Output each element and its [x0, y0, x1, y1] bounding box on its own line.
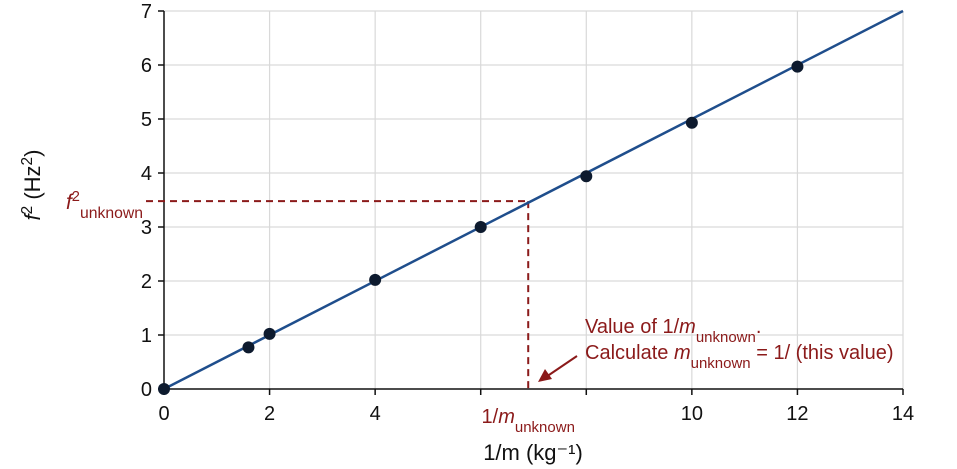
y-tick-label: 1 [141, 325, 152, 347]
annotation-arrow-shaft [545, 355, 578, 378]
text-part: f [66, 191, 74, 214]
text-part: ) [20, 150, 45, 157]
data-point [791, 60, 804, 73]
x-tick-label: 0 [158, 403, 169, 425]
text-part: (Hz [20, 165, 45, 205]
text-part: 2 [72, 189, 80, 205]
text-part: 1/ [482, 406, 499, 428]
y-tick-label: 5 [141, 109, 152, 131]
x-tick-label: 2 [264, 403, 275, 425]
text-part: 2 [19, 157, 36, 166]
y-tick-label: 2 [141, 271, 152, 293]
x-unknown-label: 1/munknown [482, 406, 575, 436]
data-point [474, 221, 487, 233]
annotation-line-1: Value of 1/munknown. [585, 316, 761, 346]
text-part: Value of 1/ [585, 316, 680, 338]
y-tick-label: 6 [141, 55, 152, 77]
text-part: unknown [696, 329, 756, 346]
fit-line [163, 9, 904, 391]
y-tick-label: 0 [141, 379, 152, 401]
text-part: m [674, 342, 691, 364]
y-tick-label: 3 [141, 217, 152, 239]
text-part: Calculate [585, 342, 674, 364]
y-unknown-label: f2unknown [66, 189, 143, 222]
text-part: unknown [691, 355, 751, 372]
y-tick-label: 7 [141, 1, 152, 23]
annotation-arrow-head-icon [538, 369, 552, 382]
x-tick-label: 10 [681, 403, 703, 425]
text-part: m [498, 406, 515, 428]
data-point [685, 116, 698, 129]
x-tick-label: 12 [786, 403, 808, 425]
text-part: 2 [19, 206, 36, 215]
y-axis-label: f2 (Hz2) [19, 150, 46, 221]
data-point [242, 341, 255, 354]
data-point [369, 273, 382, 286]
text-part: f [20, 211, 45, 220]
text-part: = 1/ (this value) [751, 342, 894, 364]
x-tick-label: 4 [370, 403, 381, 425]
annotation-line-2: Calculate munknown = 1/ (this value) [585, 342, 894, 372]
text-part: m [679, 316, 696, 338]
data-point [580, 170, 593, 183]
text-part: unknown [80, 205, 143, 222]
text-part: . [756, 316, 762, 338]
text-part: unknown [515, 419, 575, 436]
data-point [158, 383, 170, 395]
data-point [263, 327, 276, 340]
x-tick-label: 14 [892, 403, 914, 425]
x-axis-label: 1/m (kg⁻¹) [483, 440, 583, 465]
y-tick-label: 4 [141, 163, 152, 185]
